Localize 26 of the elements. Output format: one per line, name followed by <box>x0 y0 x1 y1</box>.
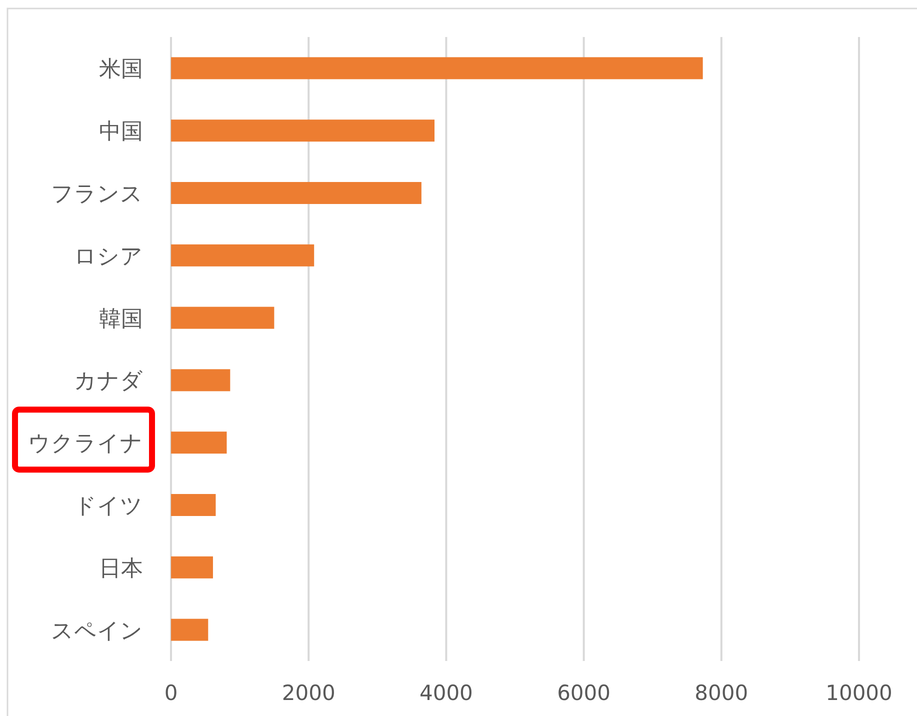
y-tick-label: ロシア <box>74 244 143 270</box>
bar <box>171 182 422 204</box>
bar <box>171 432 227 454</box>
y-tick-label: 中国 <box>99 120 143 145</box>
x-tick-label: 0 <box>164 681 178 705</box>
y-tick-label: フランス <box>51 182 143 207</box>
bar <box>171 369 230 392</box>
bar <box>171 120 435 142</box>
x-tick-label: 6000 <box>557 681 611 705</box>
y-tick-label: スペイン <box>51 618 143 644</box>
bar <box>171 494 216 516</box>
y-tick-label: カナダ <box>74 369 143 394</box>
y-tick-label: 韓国 <box>99 306 143 332</box>
bar <box>171 556 213 578</box>
x-tick-label: 4000 <box>419 681 473 705</box>
y-tick-label: 日本 <box>99 556 143 582</box>
x-tick-label: 8000 <box>694 681 748 705</box>
y-tick-label: ウクライナ <box>28 432 143 457</box>
bar <box>171 618 208 641</box>
bar <box>171 57 703 80</box>
bar <box>171 244 314 266</box>
x-tick-label: 2000 <box>282 681 336 705</box>
x-tick-label: 10000 <box>826 681 892 705</box>
bar <box>171 306 274 329</box>
y-tick-label: ドイツ <box>74 494 143 519</box>
y-tick-label: 米国 <box>99 57 143 82</box>
